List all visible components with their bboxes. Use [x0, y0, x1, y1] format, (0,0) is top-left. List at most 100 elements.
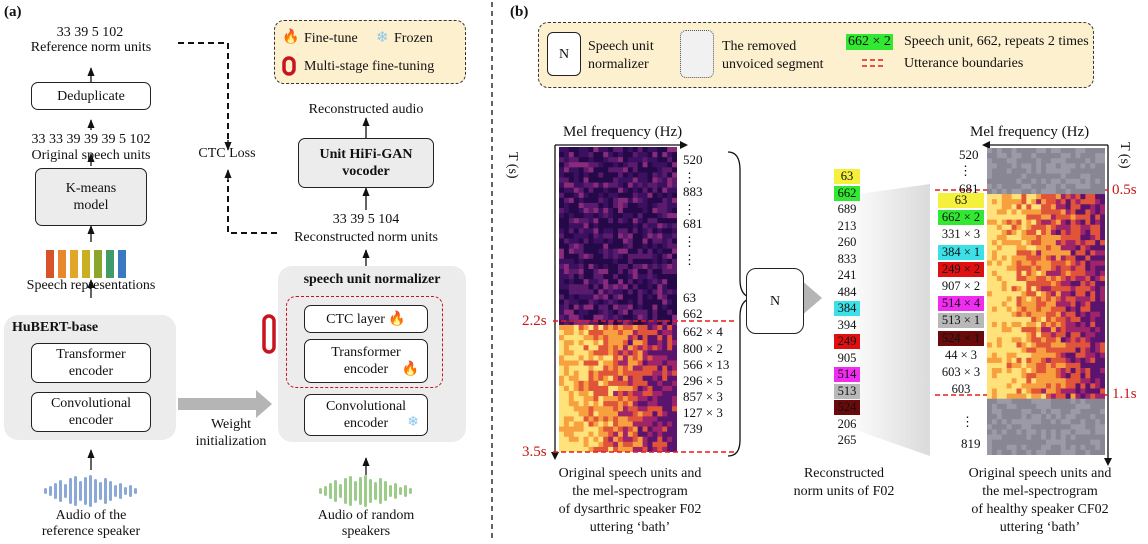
spectrogram-cell	[1021, 342, 1027, 349]
spectrogram-cell	[563, 233, 570, 239]
spectrogram-cell	[1055, 429, 1062, 436]
spectrogram-cell	[578, 253, 585, 260]
spectrogram-cell	[1065, 388, 1072, 395]
spectrogram-cell	[1050, 204, 1057, 210]
spectrogram-cell	[568, 213, 575, 219]
spectrogram-cell	[603, 446, 609, 452]
spectrogram-cell	[1041, 291, 1047, 297]
spectrogram-cell	[657, 309, 663, 316]
spectrogram-cell	[598, 152, 604, 158]
spectrogram-cell	[987, 275, 993, 282]
spectrogram-cell	[657, 258, 663, 265]
spectrogram-cell	[642, 314, 648, 321]
spectrogram-cell	[996, 301, 1003, 308]
spectrogram-cell	[627, 421, 634, 428]
spectrogram-cell	[593, 253, 599, 260]
normalizer-n-box: N	[746, 268, 804, 334]
spectrogram-cell	[613, 314, 619, 321]
spectrogram-cell	[642, 360, 648, 367]
spectrogram-cell	[613, 202, 619, 209]
spectrogram-cell	[1021, 153, 1027, 159]
spectrogram-cell	[568, 365, 575, 372]
spectrogram-cell	[667, 401, 673, 407]
spectrogram-cell	[657, 243, 663, 250]
spectrogram-cell	[642, 299, 648, 306]
left-unit-label: 566 × 13	[683, 357, 730, 372]
left-unit-label: 857 × 3	[683, 389, 723, 404]
spectrogram-cell	[667, 299, 673, 306]
spectrogram-cell	[987, 158, 993, 164]
spectrogram-cell	[1090, 199, 1096, 205]
spectrogram-cell	[1046, 311, 1052, 318]
spectrogram-cell	[573, 324, 580, 331]
spectrogram-cell	[559, 238, 565, 245]
spectrogram-cell	[613, 370, 619, 377]
spectrogram-cell	[1006, 219, 1013, 226]
spectrogram-cell	[1060, 188, 1067, 195]
spectrogram-cell	[647, 375, 653, 382]
spectrogram-cell	[1060, 306, 1067, 313]
spectrogram-cell	[1090, 281, 1096, 287]
spectrogram-cell	[1036, 219, 1042, 226]
spectrogram-cell	[583, 228, 589, 234]
spectrogram-cell	[647, 202, 653, 209]
spectrogram-cell	[1006, 153, 1013, 159]
waveform-bar	[389, 485, 392, 497]
spectrogram-cell	[1031, 281, 1037, 287]
spectrogram-cell	[627, 258, 634, 265]
spectrogram-cell	[1006, 245, 1013, 251]
spectrogram-cell	[568, 355, 575, 361]
spectrogram-cell	[1041, 393, 1047, 400]
spectrogram-cell	[1026, 178, 1032, 185]
spectrogram-cell	[593, 147, 599, 153]
spectrogram-cell	[662, 233, 668, 239]
spectrogram-cell	[662, 213, 668, 219]
spectrogram-cell	[667, 192, 673, 199]
spectrogram-cell	[593, 238, 599, 245]
spectrogram-cell	[627, 263, 634, 270]
spectrogram-cell	[563, 355, 570, 361]
spectrogram-cell	[618, 197, 624, 204]
spectrogram-cell	[563, 177, 570, 184]
spectrogram-cell	[1075, 368, 1081, 374]
spectrogram-cell	[583, 396, 589, 402]
spectrogram-cell	[1031, 408, 1037, 415]
spectrogram-cell	[563, 162, 570, 168]
spectrogram-cell	[603, 248, 609, 255]
spectrogram-cell	[642, 258, 648, 265]
spectrogram-cell	[1026, 368, 1032, 374]
spectrogram-cell	[608, 324, 614, 331]
spectrogram-cell	[672, 314, 677, 321]
spectrogram-cell	[637, 335, 644, 341]
spectrogram-cell	[637, 340, 644, 346]
spectrogram-cell	[588, 228, 594, 234]
spectrogram-cell	[588, 238, 594, 245]
audio-ref-label-1: Audio of the	[55, 508, 127, 523]
spectrogram-cell	[1046, 403, 1052, 410]
spectrogram-cell	[1050, 398, 1057, 405]
spectrogram-cell	[1050, 434, 1057, 441]
spectrogram-cell	[573, 152, 580, 158]
spectrogram-cell	[1065, 270, 1072, 277]
spectrogram-cell	[672, 197, 677, 204]
spectrogram-cell	[652, 172, 658, 178]
spectrogram-cell	[647, 182, 653, 189]
spectrogram-cell	[647, 167, 653, 173]
spectrogram-cell	[1060, 158, 1067, 164]
spectrogram-cell	[987, 270, 993, 277]
spectrogram-cell	[593, 269, 599, 275]
spectrogram-cell	[1021, 219, 1027, 226]
spectrogram-cell	[1090, 250, 1096, 256]
spectrogram-cell	[573, 380, 580, 387]
spectrogram-cell	[568, 335, 575, 341]
spectrogram-cell	[647, 177, 653, 184]
spectrogram-cell	[1006, 158, 1013, 164]
spectrogram-cell	[1041, 153, 1047, 159]
spectrogram-cell	[1075, 183, 1081, 190]
spectrogram-cell	[1055, 270, 1062, 277]
spectrogram-cell	[627, 182, 634, 189]
spectrogram-cell	[608, 345, 614, 351]
waveform-bar	[409, 488, 412, 494]
spectrogram-cell	[1041, 378, 1047, 384]
spectrogram-cell	[632, 243, 639, 250]
